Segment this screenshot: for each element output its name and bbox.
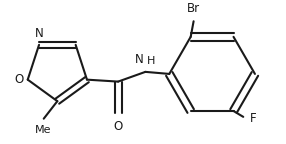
Text: O: O <box>15 73 24 86</box>
Text: N: N <box>135 53 143 66</box>
Text: Me: Me <box>35 125 51 134</box>
Text: F: F <box>250 112 257 125</box>
Text: O: O <box>114 120 123 133</box>
Text: N: N <box>35 27 43 40</box>
Text: Br: Br <box>187 2 200 15</box>
Text: H: H <box>147 56 156 66</box>
